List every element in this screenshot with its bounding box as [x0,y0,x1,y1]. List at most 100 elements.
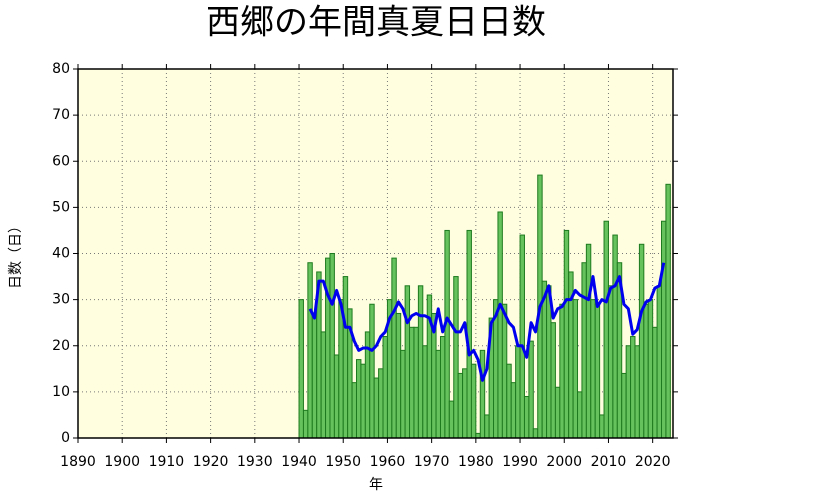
y-tick-label: 10 [52,384,70,400]
bar [661,220,667,439]
bar [422,345,428,439]
bar [382,336,388,439]
bar [462,368,468,439]
bar [351,382,357,439]
bar [479,349,486,439]
x-tick-label: 1990 [502,454,538,470]
bar [378,368,384,439]
y-tick-label: 50 [52,199,70,215]
bar [338,299,344,439]
y-tick-label: 40 [52,246,70,262]
bar [329,253,335,439]
bar [572,299,579,439]
x-tick-label: 1950 [325,454,361,470]
bar [528,340,534,439]
bar [590,299,596,439]
x-tick-label: 1940 [281,454,317,470]
bar [515,345,521,439]
bar [417,285,424,439]
bar [395,312,402,439]
bar [634,345,640,439]
bar [497,211,503,439]
x-tick-label: 1970 [414,454,450,470]
x-tick-label: 2000 [546,454,582,470]
bar [448,400,455,439]
bar [400,349,406,439]
bar [638,243,645,439]
bar [325,257,331,439]
bar [546,285,552,439]
bar [307,262,313,439]
bar [320,331,327,439]
bar [439,336,446,439]
x-tick-label: 2010 [591,454,627,470]
bar [612,234,618,439]
x-tick-label: 1960 [370,454,406,470]
x-tick-label: 1920 [193,454,229,470]
bar [413,326,419,439]
bar [581,262,587,439]
bar [333,354,340,439]
y-tick-label: 70 [52,107,70,123]
bar [342,276,349,439]
bar [470,363,477,439]
bar [311,312,318,439]
bar [435,349,441,439]
bar [577,391,583,439]
y-tick-label: 30 [52,292,70,308]
bar [599,414,605,439]
bar [360,363,366,439]
bar [585,243,592,439]
bar [484,414,490,439]
y-tick-label: 0 [61,430,70,446]
bar [532,428,539,439]
bar [302,409,309,439]
bar [656,285,663,439]
x-tick-label: 1980 [458,454,494,470]
x-tick-label: 1900 [104,454,140,470]
bar [625,345,632,439]
bar [647,299,654,439]
y-tick-label: 80 [52,61,70,77]
bar [523,395,530,439]
bar [355,359,362,439]
bar [652,326,658,439]
y-tick-label: 60 [52,153,70,169]
y-axis-label: 日数（日） [8,219,24,289]
bar [510,382,517,439]
x-tick-label: 1910 [149,454,185,470]
bar [607,285,614,439]
bar [519,234,525,439]
x-axis-label: 年 [369,477,383,493]
bar [453,276,459,439]
bar [621,372,627,439]
bar [563,229,570,439]
bar [541,280,548,439]
bar [643,303,649,439]
bar [506,363,512,439]
bar [603,220,609,439]
bar [630,336,636,439]
bar [373,377,380,439]
moving-average-line [308,262,666,382]
bar [409,326,415,439]
x-tick-label: 1930 [237,454,273,470]
bar [665,183,671,439]
plot-frame [77,68,674,439]
bar [559,303,565,439]
bar [444,229,450,439]
bar [298,299,304,439]
bar [369,303,375,439]
y-tick-label: 20 [52,338,70,354]
bar [501,303,508,439]
bar [391,257,397,439]
x-tick-label: 1890 [60,454,96,470]
chart-title: 西郷の年間真夏日日数 [206,3,546,43]
bar [594,303,601,439]
bar [404,285,411,439]
bar [554,386,561,439]
bar [550,322,556,439]
x-tick-label: 2020 [635,454,671,470]
bar [457,372,464,439]
